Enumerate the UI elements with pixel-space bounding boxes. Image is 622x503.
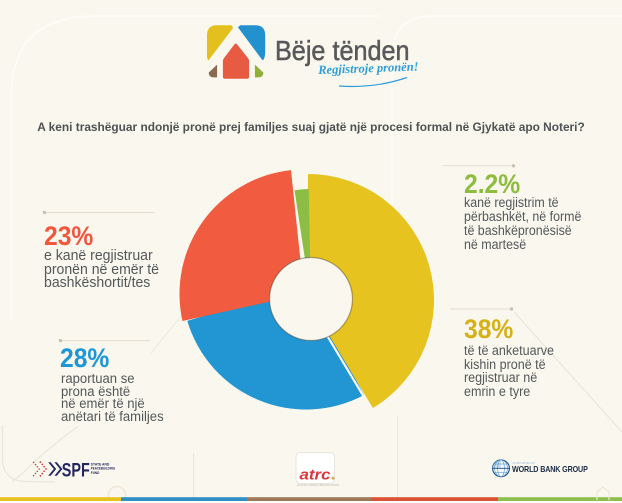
- svg-text:FUND: FUND: [91, 470, 100, 475]
- svg-text:PEACEBUILDING: PEACEBUILDING: [91, 466, 115, 471]
- svg-text:STATE AND: STATE AND: [91, 461, 110, 466]
- svg-text:atrc: atrc: [300, 468, 331, 484]
- svg-text:SPF: SPF: [62, 460, 90, 481]
